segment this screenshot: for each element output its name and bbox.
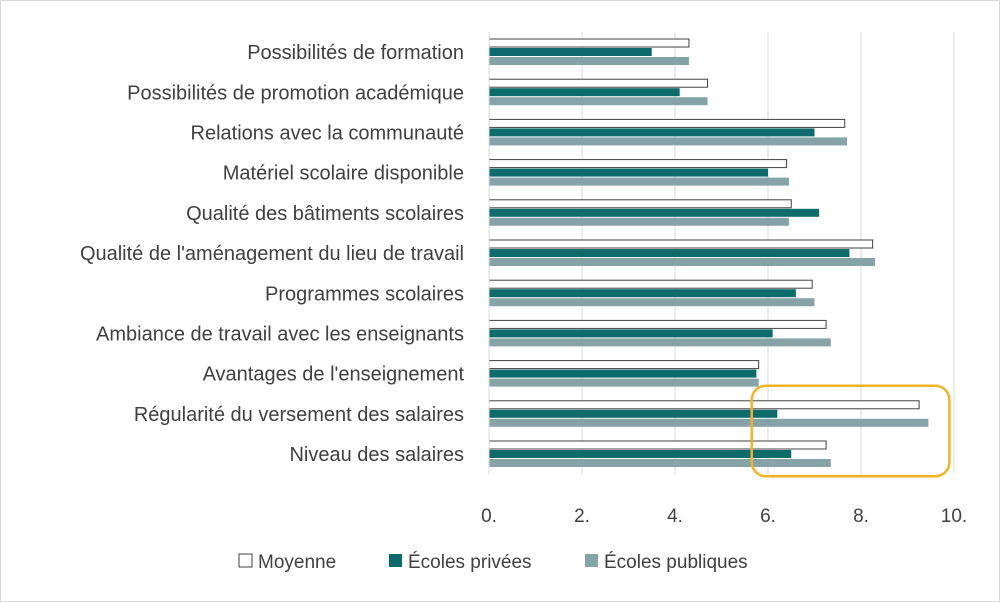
- bar-0-0: [488, 38, 690, 48]
- bar-1-0: [489, 48, 652, 56]
- category-label: Régularité du versement des salaires: [134, 404, 464, 426]
- bar-0-9: [488, 400, 920, 410]
- x-tick-label: 2.: [574, 506, 590, 527]
- bars: [488, 38, 929, 467]
- bar-2-3: [489, 177, 789, 186]
- category-label: Qualité des bâtiments scolaires: [186, 203, 464, 225]
- x-tick-label: 4.: [667, 506, 683, 527]
- bar-0-10: [488, 440, 827, 450]
- bar-0-1: [488, 78, 709, 88]
- legend-label: Écoles privées: [408, 552, 532, 573]
- bar-2-7: [489, 338, 831, 347]
- category-labels: Possibilités de formation Possibilités de…: [80, 42, 465, 466]
- category-label: Programmes scolaires: [265, 283, 464, 305]
- category-label: Niveau des salaires: [289, 444, 464, 466]
- category-label: Possibilités de promotion académique: [127, 82, 464, 104]
- bar-1-5: [489, 249, 850, 257]
- x-tick-label: 6.: [760, 506, 776, 527]
- bar-2-5: [489, 258, 875, 266]
- bar-1-2: [489, 128, 815, 137]
- bar-1-6: [489, 289, 796, 298]
- bar-1-3: [489, 168, 768, 177]
- category-label: Relations avec la communauté: [191, 123, 464, 145]
- bar-0-6: [488, 279, 813, 289]
- bar-2-0: [489, 57, 689, 65]
- legend: Moyenne Écoles privées Écoles publiques: [238, 552, 748, 573]
- bar-0-3: [488, 159, 788, 169]
- x-tick-label: 10.: [941, 506, 967, 527]
- category-label: Ambiance de travail avec les enseignants: [96, 324, 464, 346]
- bar-2-9: [489, 418, 929, 427]
- bar-1-1: [489, 88, 680, 97]
- bar-2-6: [489, 298, 815, 307]
- bar-1-9: [489, 409, 778, 418]
- highlight-box: [750, 384, 951, 478]
- bar-2-10: [489, 459, 831, 467]
- category-label: Matériel scolaire disponible: [223, 163, 464, 185]
- legend-label: Écoles publiques: [604, 552, 748, 573]
- bar-2-8: [489, 378, 759, 387]
- legend-label: Moyenne: [258, 552, 336, 573]
- bar-1-8: [489, 369, 757, 378]
- category-label: Avantages de l'enseignement: [203, 364, 465, 386]
- x-tick-label: 8.: [853, 506, 869, 527]
- category-label: Possibilités de formation: [247, 42, 464, 64]
- bar-0-7: [488, 319, 827, 329]
- bar-1-10: [489, 450, 792, 458]
- bar-2-4: [489, 217, 789, 226]
- category-label: Qualité de l'aménagement du lieu de trav…: [80, 243, 464, 265]
- legend-swatch: [389, 554, 402, 567]
- x-tick-label: 0.: [481, 506, 497, 527]
- bar-0-4: [488, 199, 792, 209]
- bar-1-7: [489, 329, 773, 338]
- legend-swatch: [238, 553, 253, 568]
- bar-0-5: [488, 239, 874, 249]
- bar-2-2: [489, 137, 848, 146]
- x-tick-labels: 0. 2. 4. 6. 8. 10.: [481, 506, 967, 527]
- bar-0-2: [488, 118, 846, 128]
- bar-0-8: [488, 360, 760, 370]
- legend-swatch: [585, 554, 598, 567]
- bar-2-1: [489, 97, 708, 106]
- bar-1-4: [489, 208, 820, 217]
